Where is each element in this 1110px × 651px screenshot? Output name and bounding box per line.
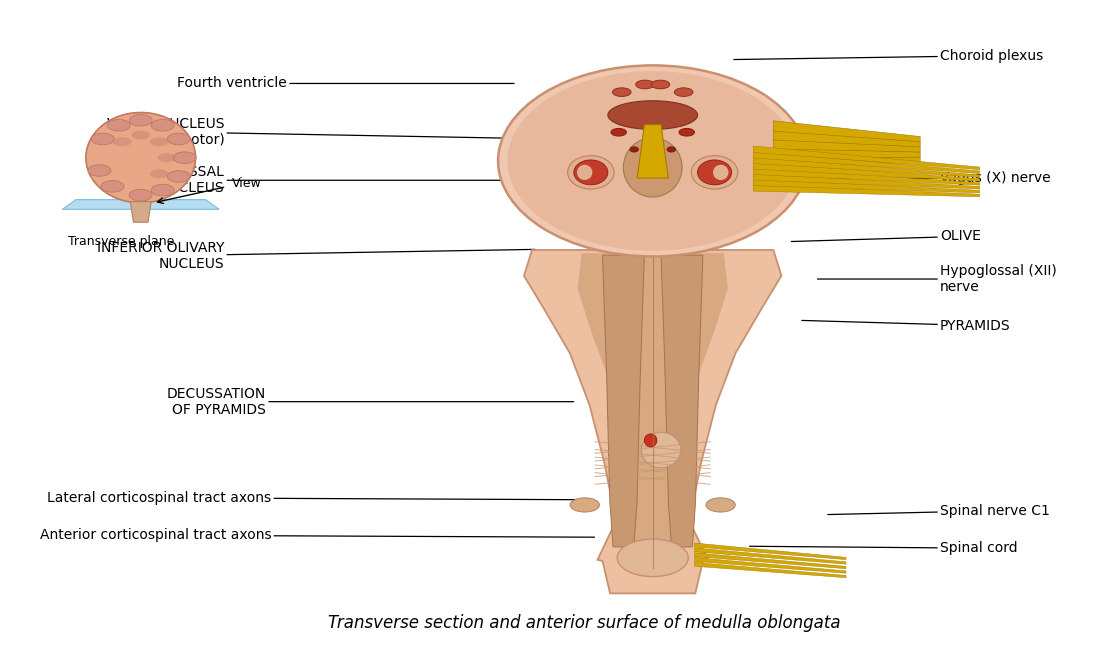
- Ellipse shape: [91, 133, 114, 145]
- Ellipse shape: [571, 498, 599, 512]
- Polygon shape: [754, 157, 980, 178]
- Ellipse shape: [577, 165, 593, 180]
- Ellipse shape: [692, 156, 738, 189]
- Ellipse shape: [667, 147, 676, 152]
- Ellipse shape: [129, 189, 152, 201]
- Ellipse shape: [151, 119, 174, 131]
- Polygon shape: [637, 124, 668, 178]
- Text: Spinal cord: Spinal cord: [749, 541, 1018, 555]
- Ellipse shape: [574, 160, 608, 185]
- Polygon shape: [662, 255, 703, 547]
- Polygon shape: [754, 146, 980, 170]
- Ellipse shape: [644, 434, 657, 447]
- Text: Lateral corticospinal tract axons: Lateral corticospinal tract axons: [48, 491, 593, 505]
- Ellipse shape: [151, 184, 174, 196]
- Polygon shape: [774, 147, 920, 158]
- Ellipse shape: [679, 128, 695, 136]
- Ellipse shape: [88, 165, 111, 176]
- Ellipse shape: [168, 171, 190, 182]
- Polygon shape: [695, 562, 846, 577]
- Ellipse shape: [624, 138, 682, 197]
- Polygon shape: [603, 255, 644, 547]
- Text: View: View: [232, 177, 261, 190]
- Ellipse shape: [168, 133, 190, 145]
- Text: HYPOGLOSSAL
NUCLEUS: HYPOGLOSSAL NUCLEUS: [122, 165, 514, 195]
- Ellipse shape: [636, 80, 654, 89]
- Ellipse shape: [158, 153, 176, 162]
- Ellipse shape: [652, 80, 669, 89]
- Polygon shape: [754, 163, 980, 181]
- Polygon shape: [754, 185, 980, 197]
- Ellipse shape: [713, 165, 728, 180]
- Text: Transverse plane: Transverse plane: [68, 235, 174, 248]
- Ellipse shape: [129, 115, 152, 126]
- Text: Hypoglossal (XII)
nerve: Hypoglossal (XII) nerve: [817, 264, 1057, 294]
- Text: VAGUS NUCLEUS
(dorsal motor): VAGUS NUCLEUS (dorsal motor): [107, 117, 514, 147]
- Text: Vagus (X) nerve: Vagus (X) nerve: [838, 171, 1051, 186]
- Text: Anterior corticospinal tract axons: Anterior corticospinal tract axons: [40, 528, 595, 542]
- Ellipse shape: [85, 113, 195, 203]
- Ellipse shape: [754, 150, 794, 187]
- Ellipse shape: [629, 147, 638, 152]
- Polygon shape: [754, 179, 980, 193]
- Ellipse shape: [675, 88, 693, 96]
- Ellipse shape: [131, 131, 150, 139]
- Text: OLIVE: OLIVE: [791, 229, 981, 243]
- Ellipse shape: [610, 128, 626, 136]
- Polygon shape: [774, 139, 920, 152]
- Circle shape: [507, 71, 798, 251]
- Ellipse shape: [567, 156, 614, 189]
- Ellipse shape: [113, 137, 132, 146]
- Polygon shape: [774, 130, 920, 147]
- Ellipse shape: [150, 169, 169, 178]
- Circle shape: [498, 65, 807, 256]
- Ellipse shape: [512, 150, 552, 187]
- Polygon shape: [62, 200, 219, 210]
- Polygon shape: [695, 553, 846, 569]
- Text: Fourth ventricle: Fourth ventricle: [178, 76, 514, 90]
- Polygon shape: [774, 121, 920, 142]
- Ellipse shape: [613, 88, 632, 96]
- Ellipse shape: [150, 137, 169, 146]
- Polygon shape: [695, 543, 846, 560]
- Ellipse shape: [697, 160, 731, 185]
- Polygon shape: [754, 174, 980, 189]
- Polygon shape: [524, 250, 781, 593]
- Polygon shape: [754, 168, 980, 185]
- Text: Choroid plexus: Choroid plexus: [734, 49, 1043, 62]
- Polygon shape: [695, 548, 846, 564]
- Text: INFERIOR OLIVARY
NUCLEUS: INFERIOR OLIVARY NUCLEUS: [97, 241, 535, 271]
- Text: PYRAMIDS: PYRAMIDS: [801, 318, 1011, 333]
- Polygon shape: [754, 152, 980, 174]
- Ellipse shape: [617, 539, 688, 577]
- Ellipse shape: [608, 101, 697, 130]
- Ellipse shape: [108, 119, 130, 131]
- Polygon shape: [695, 557, 846, 574]
- Polygon shape: [774, 156, 920, 167]
- Ellipse shape: [101, 180, 124, 192]
- Ellipse shape: [642, 432, 680, 468]
- Text: Spinal nerve C1: Spinal nerve C1: [828, 504, 1050, 518]
- Ellipse shape: [706, 498, 735, 512]
- Text: Transverse section and anterior surface of medulla oblongata: Transverse section and anterior surface …: [329, 614, 841, 632]
- Ellipse shape: [173, 152, 196, 163]
- Text: DECUSSATION
OF PYRAMIDS: DECUSSATION OF PYRAMIDS: [166, 387, 574, 417]
- Polygon shape: [130, 202, 151, 222]
- Polygon shape: [577, 253, 728, 553]
